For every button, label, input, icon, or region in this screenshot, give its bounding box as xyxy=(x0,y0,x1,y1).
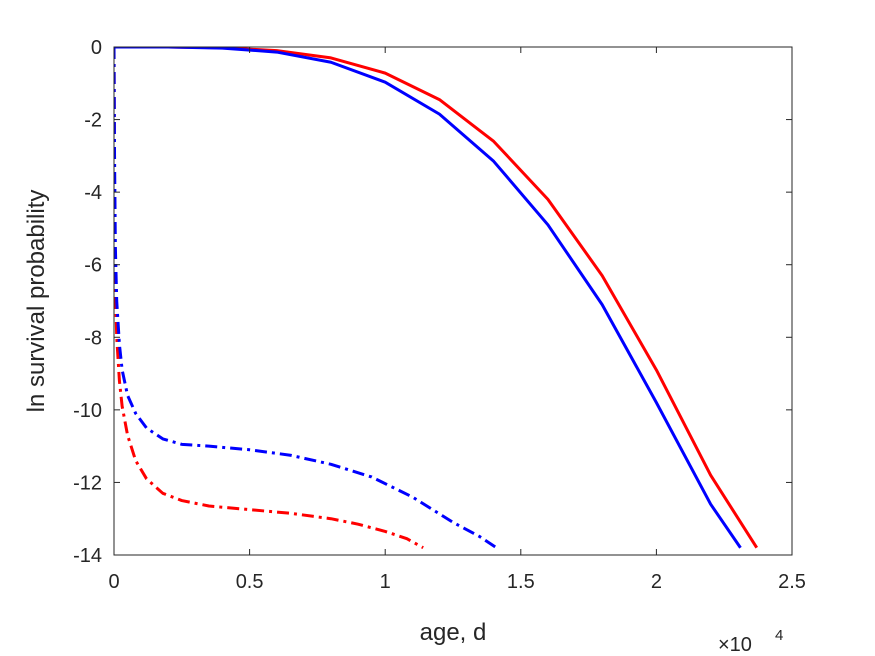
y-tick-label: -12 xyxy=(73,472,102,494)
x-tick-label: 1.5 xyxy=(507,571,535,593)
y-tick-label: -6 xyxy=(84,255,102,277)
series-line-4 xyxy=(114,47,498,549)
y-axis-label: ln survival probability xyxy=(23,190,50,413)
x-exponent: ×10 4 xyxy=(718,627,783,656)
series-line-2 xyxy=(114,47,742,549)
x-axis-label: age, d xyxy=(420,619,487,646)
plot-area xyxy=(114,47,759,550)
axes-frame xyxy=(113,46,793,556)
y-tick-label: -10 xyxy=(73,400,102,422)
y-tick-label: 0 xyxy=(91,37,102,59)
x-tick-label: 0 xyxy=(108,571,119,593)
series-line-3 xyxy=(114,47,424,550)
x-tick-label: 2 xyxy=(651,571,662,593)
x-tick-label: 0.5 xyxy=(236,571,264,593)
y-tick-label: -14 xyxy=(73,545,102,567)
x-tick-label: 1 xyxy=(380,571,391,593)
x-exponent-base: ×10 xyxy=(718,634,752,656)
tick-labels: 0 0.5 1 1.5 2 2.5 0 -2 -4 -6 -8 -10 -12 -14 xyxy=(73,37,806,593)
y-tick-label: -4 xyxy=(84,182,102,204)
y-tick-label: -8 xyxy=(84,327,102,349)
y-tick-label: -2 xyxy=(84,110,102,132)
x-tick-label: 2.5 xyxy=(778,571,806,593)
series-group xyxy=(114,47,759,550)
x-exponent-power: 4 xyxy=(775,627,783,644)
